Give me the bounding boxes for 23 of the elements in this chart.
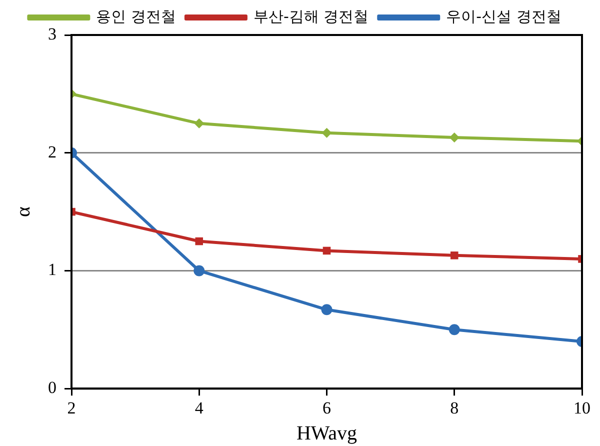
point — [194, 118, 204, 128]
x-axis-title: HWavg — [296, 422, 358, 444]
y-tick-label: 1 — [48, 260, 56, 280]
x-tick-label: 6 — [322, 398, 331, 418]
x-tick-label: 4 — [194, 398, 204, 418]
x-tick-label: 10 — [574, 398, 590, 418]
point — [195, 237, 204, 246]
point — [322, 128, 332, 138]
y-tick-label: 0 — [48, 378, 56, 398]
point — [194, 265, 205, 276]
legend-label: 우이-신설 경전철 — [446, 7, 562, 26]
point — [449, 132, 460, 143]
legend-label: 부산-김해 경전철 — [253, 7, 369, 26]
point — [322, 246, 331, 255]
x-tick-label: 8 — [450, 398, 459, 418]
y-tick-label: 2 — [48, 142, 56, 162]
point — [450, 252, 458, 260]
point — [448, 324, 460, 336]
x-tick-label: 2 — [67, 398, 76, 418]
point — [321, 304, 332, 316]
y-axis-title: α — [12, 206, 34, 218]
legend-label: 용인 경전철 — [96, 7, 176, 26]
y-tick-label: 3 — [48, 24, 56, 44]
